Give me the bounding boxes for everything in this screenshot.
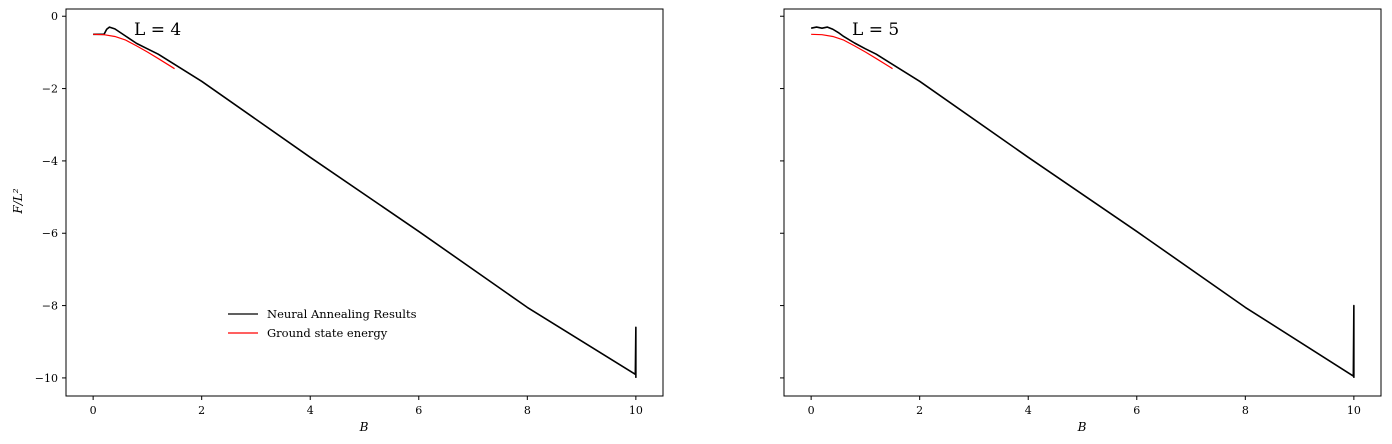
x-tick-label: 0 xyxy=(808,404,815,417)
chart-panel-l5: B L = 5 0 2 4 6 8 10 xyxy=(780,8,1382,434)
x-tick-label: 10 xyxy=(629,404,643,417)
plot-frame xyxy=(783,8,1382,397)
legend-label-neural: Neural Annealing Results xyxy=(267,307,417,321)
plot-frame xyxy=(65,8,664,397)
series-line-1 xyxy=(811,33,893,70)
series-line-0 xyxy=(93,26,637,378)
y-axis-label: F/L² xyxy=(11,188,25,214)
y-tick-label: 0 xyxy=(51,10,58,23)
x-tick-label: 6 xyxy=(415,404,422,417)
series-line-0 xyxy=(810,26,1355,378)
x-tick-label: 10 xyxy=(1347,404,1361,417)
x-tick-label: 4 xyxy=(307,404,314,417)
y-tick-label: −6 xyxy=(42,227,58,240)
panel-annotation: L = 5 xyxy=(852,20,899,40)
x-tick-label: 8 xyxy=(524,404,531,417)
x-tick-label: 8 xyxy=(1242,404,1249,417)
x-tick-label: 6 xyxy=(1133,404,1140,417)
x-axis-label: B xyxy=(359,420,369,434)
x-axis-label: B xyxy=(1077,420,1087,434)
legend-label-ground: Ground state energy xyxy=(267,326,388,340)
x-tick-label: 2 xyxy=(198,404,205,417)
x-tick-label: 0 xyxy=(90,404,97,417)
x-tick-label: 4 xyxy=(1025,404,1032,417)
y-tick-label: −10 xyxy=(35,372,58,385)
legend: Neural Annealing Results Ground state en… xyxy=(228,307,417,340)
x-tick-label: 2 xyxy=(916,404,923,417)
chart-panel-l4: F/L² B L = 4 Neural Annealing Results Gr… xyxy=(11,8,664,434)
y-tick-label: −8 xyxy=(42,300,58,313)
panel-annotation: L = 4 xyxy=(134,20,181,40)
y-tick-label: −4 xyxy=(42,155,58,168)
y-tick-label: −2 xyxy=(42,83,58,96)
series-line-1 xyxy=(93,33,175,70)
